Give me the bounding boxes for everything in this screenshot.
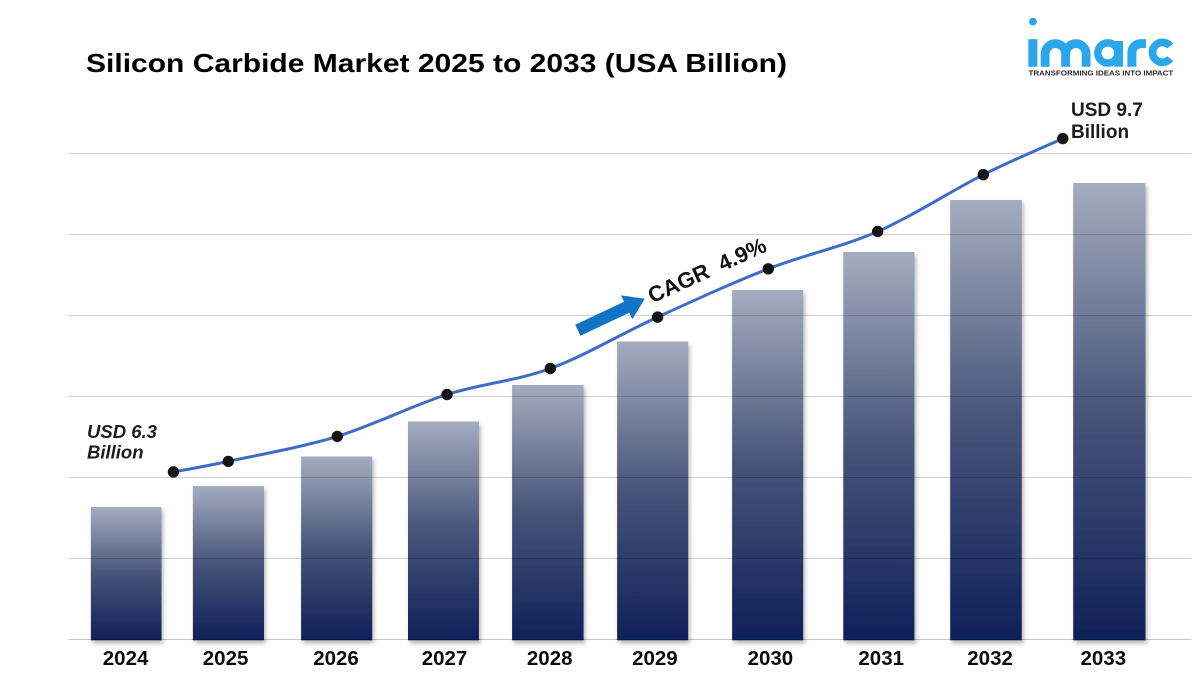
svg-text:Silicon Carbide Market 2025 to: Silicon Carbide Market 2025 to 2033 (USA… xyxy=(86,48,787,78)
svg-text:Billion: Billion xyxy=(87,441,144,462)
svg-text:USD 9.7: USD 9.7 xyxy=(1071,100,1143,121)
svg-text:Billion: Billion xyxy=(1071,122,1129,143)
svg-text:2028: 2028 xyxy=(527,647,573,670)
svg-text:2029: 2029 xyxy=(632,647,678,670)
svg-text:2024: 2024 xyxy=(103,647,149,670)
svg-text:2030: 2030 xyxy=(748,647,794,670)
svg-text:2033: 2033 xyxy=(1080,647,1126,670)
svg-text:USD 6.3: USD 6.3 xyxy=(87,421,158,442)
svg-text:2025: 2025 xyxy=(203,647,249,670)
svg-text:2031: 2031 xyxy=(858,647,904,670)
svg-text:2026: 2026 xyxy=(313,647,359,670)
svg-text:2032: 2032 xyxy=(967,647,1013,670)
svg-text:2027: 2027 xyxy=(422,647,468,670)
svg-text:TRANSFORMING IDEAS INTO IMPACT: TRANSFORMING IDEAS INTO IMPACT xyxy=(1029,71,1175,78)
